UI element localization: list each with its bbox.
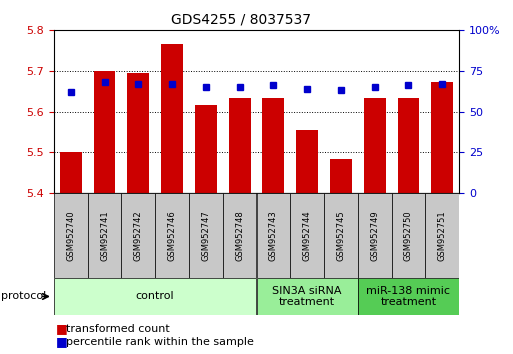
Text: GSM952744: GSM952744 — [303, 210, 312, 261]
Bar — [290, 193, 324, 278]
Bar — [93, 71, 115, 193]
Text: GSM952748: GSM952748 — [235, 210, 244, 261]
Bar — [122, 193, 155, 278]
Text: GSM952745: GSM952745 — [337, 210, 345, 261]
Text: protocol: protocol — [1, 291, 46, 302]
Bar — [391, 193, 425, 278]
Text: GDS4255 / 8037537: GDS4255 / 8037537 — [171, 12, 311, 27]
Bar — [398, 98, 420, 193]
Text: GSM952750: GSM952750 — [404, 210, 413, 261]
Bar — [263, 98, 284, 193]
Bar — [195, 105, 217, 193]
Text: miR-138 mimic
treatment: miR-138 mimic treatment — [366, 286, 450, 307]
Bar — [54, 278, 256, 315]
Text: control: control — [136, 291, 174, 302]
Bar — [161, 44, 183, 193]
Bar — [54, 193, 88, 278]
Text: GSM952751: GSM952751 — [438, 210, 447, 261]
Bar — [330, 159, 352, 193]
Bar — [425, 193, 459, 278]
Bar — [358, 193, 391, 278]
Text: GSM952746: GSM952746 — [168, 210, 176, 261]
Bar — [223, 193, 256, 278]
Text: GSM952742: GSM952742 — [134, 210, 143, 261]
Text: SIN3A siRNA
treatment: SIN3A siRNA treatment — [272, 286, 342, 307]
Bar — [256, 278, 358, 315]
Text: GSM952740: GSM952740 — [66, 210, 75, 261]
Bar — [60, 152, 82, 193]
Bar — [155, 193, 189, 278]
Bar — [229, 98, 250, 193]
Bar — [256, 193, 290, 278]
Bar — [324, 193, 358, 278]
Text: transformed count: transformed count — [66, 324, 169, 333]
Bar — [189, 193, 223, 278]
Bar — [296, 130, 318, 193]
Text: ■: ■ — [55, 335, 67, 348]
Bar — [358, 278, 459, 315]
Text: percentile rank within the sample: percentile rank within the sample — [66, 337, 253, 347]
Text: GSM952741: GSM952741 — [100, 210, 109, 261]
Text: ■: ■ — [55, 322, 67, 335]
Text: GSM952749: GSM952749 — [370, 210, 379, 261]
Text: GSM952747: GSM952747 — [201, 210, 210, 261]
Bar — [364, 98, 386, 193]
Bar — [127, 73, 149, 193]
Bar — [88, 193, 122, 278]
Bar — [431, 82, 453, 193]
Text: GSM952743: GSM952743 — [269, 210, 278, 261]
